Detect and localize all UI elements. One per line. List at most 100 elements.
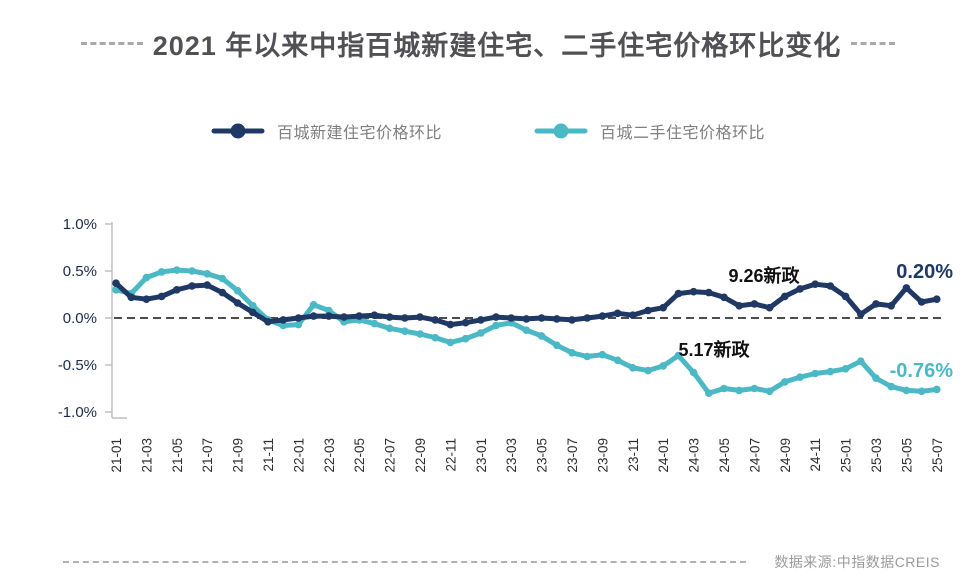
data-point bbox=[370, 311, 379, 320]
title-dash-left bbox=[80, 42, 143, 45]
data-point bbox=[157, 292, 166, 301]
data-point bbox=[416, 330, 424, 338]
data-point bbox=[431, 316, 440, 324]
x-tick-label: 24-05 bbox=[717, 438, 732, 473]
data-point bbox=[781, 378, 789, 386]
data-point bbox=[477, 316, 485, 324]
x-tick-label: 24-09 bbox=[778, 438, 793, 473]
data-point bbox=[613, 309, 622, 318]
legend-item-secondhand: 百城二手住宅价格环比 bbox=[534, 119, 765, 143]
data-point bbox=[613, 356, 622, 365]
data-point bbox=[826, 282, 835, 290]
data-point bbox=[857, 310, 865, 319]
data-point bbox=[477, 329, 485, 337]
data-point bbox=[872, 300, 880, 308]
data-point bbox=[112, 279, 120, 288]
data-point bbox=[674, 351, 683, 360]
data-point bbox=[173, 266, 181, 274]
data-point bbox=[568, 349, 576, 357]
legend-label-new-homes: 百城新建住宅价格环比 bbox=[276, 125, 442, 142]
data-point bbox=[173, 286, 181, 294]
x-tick-label: 25-05 bbox=[899, 438, 914, 473]
data-point bbox=[264, 318, 272, 326]
data-point bbox=[765, 303, 774, 312]
data-point bbox=[218, 274, 227, 283]
chart-annotation: 9.26新政 bbox=[728, 265, 800, 286]
data-point bbox=[917, 387, 926, 396]
data-point bbox=[933, 385, 941, 394]
x-tick-label: 21-07 bbox=[200, 438, 215, 473]
data-point bbox=[279, 321, 288, 330]
data-point bbox=[233, 299, 242, 307]
data-point bbox=[583, 314, 591, 322]
data-point bbox=[917, 298, 926, 306]
data-point bbox=[887, 382, 895, 391]
data-point bbox=[461, 334, 470, 343]
data-point bbox=[309, 312, 318, 320]
data-point bbox=[644, 366, 652, 375]
data-point bbox=[537, 314, 546, 322]
data-point bbox=[568, 316, 576, 324]
data-point bbox=[720, 293, 728, 302]
data-point bbox=[157, 268, 166, 276]
x-tick-label: 24-07 bbox=[747, 438, 762, 473]
data-point bbox=[218, 288, 227, 297]
data-point bbox=[902, 284, 911, 292]
data-point bbox=[705, 288, 713, 297]
data-point bbox=[522, 326, 531, 335]
data-point bbox=[796, 373, 804, 382]
data-point bbox=[461, 318, 470, 327]
data-point bbox=[492, 321, 500, 330]
data-point bbox=[765, 387, 774, 396]
data-point bbox=[674, 289, 683, 298]
x-tick-label: 23-07 bbox=[565, 438, 580, 473]
data-point bbox=[750, 384, 759, 393]
data-point bbox=[598, 350, 607, 359]
data-point bbox=[537, 332, 546, 340]
data-point bbox=[689, 287, 698, 296]
data-point bbox=[705, 389, 713, 398]
data-point bbox=[887, 302, 895, 310]
data-point bbox=[841, 292, 850, 301]
data-point bbox=[385, 324, 394, 333]
data-point bbox=[629, 311, 637, 320]
data-point bbox=[826, 367, 835, 376]
data-point bbox=[309, 301, 318, 309]
x-tick-label: 23-09 bbox=[595, 438, 610, 473]
x-tick-label: 25-01 bbox=[839, 438, 854, 473]
data-point bbox=[203, 270, 211, 278]
data-point bbox=[294, 314, 303, 322]
data-point bbox=[401, 314, 409, 322]
chart-annotation: 5.17新政 bbox=[678, 339, 750, 360]
data-point bbox=[583, 352, 591, 361]
line-dot-marker-icon bbox=[211, 123, 265, 139]
data-point bbox=[841, 365, 850, 373]
x-tick-label: 25-07 bbox=[930, 438, 945, 473]
data-point bbox=[416, 313, 424, 321]
x-tick-label: 22-03 bbox=[322, 438, 337, 473]
data-point bbox=[902, 386, 911, 395]
data-point bbox=[203, 281, 211, 289]
x-tick-label: 24-01 bbox=[656, 438, 671, 473]
y-tick-label: -0.5% bbox=[58, 357, 97, 374]
title-dash-right bbox=[851, 42, 896, 45]
x-tick-label: 22-09 bbox=[413, 438, 428, 473]
data-point bbox=[507, 314, 515, 322]
data-point bbox=[325, 306, 333, 315]
data-point bbox=[857, 357, 865, 366]
data-point bbox=[385, 313, 394, 321]
x-tick-label: 23-05 bbox=[535, 438, 550, 473]
x-tick-label: 22-07 bbox=[383, 438, 398, 473]
data-point bbox=[142, 273, 151, 282]
y-tick-label: 0.5% bbox=[63, 263, 97, 280]
x-tick-label: 22-01 bbox=[291, 438, 306, 473]
data-point bbox=[644, 306, 652, 315]
data-point bbox=[781, 292, 789, 301]
data-point bbox=[659, 362, 667, 370]
x-tick-label: 25-03 bbox=[869, 438, 884, 473]
data-point bbox=[401, 327, 409, 336]
data-point bbox=[446, 338, 455, 347]
data-point bbox=[522, 315, 531, 323]
data-point bbox=[446, 320, 455, 329]
